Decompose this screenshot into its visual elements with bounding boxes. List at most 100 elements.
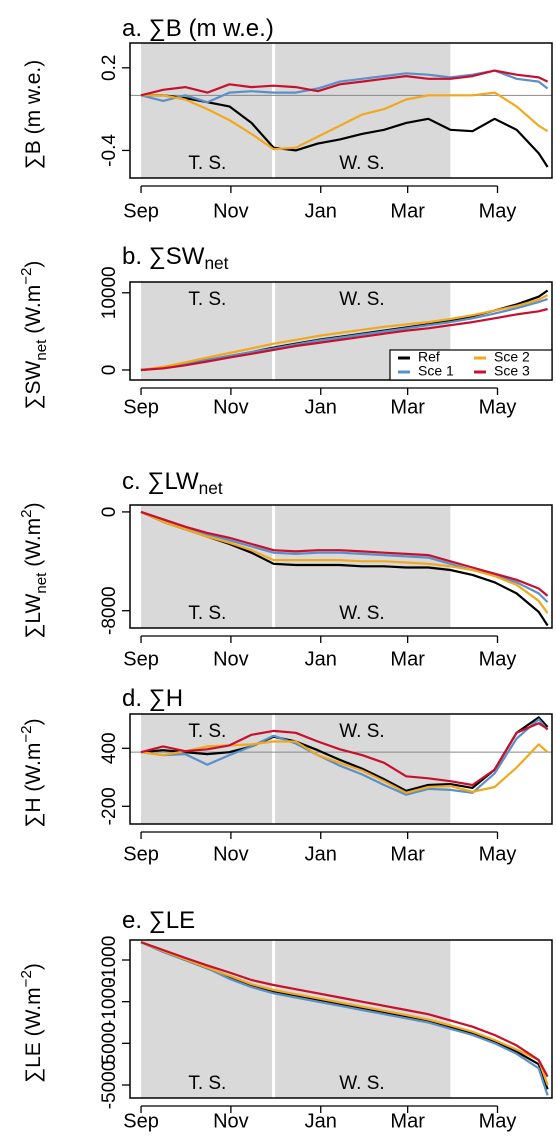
x-tick-label: Jan [305,648,337,670]
panel-title-part: net [199,478,223,498]
panel-title-part: d. ∑H [122,685,183,712]
x-tick-label: Sep [123,200,159,222]
legend-label: Sce 2 [494,349,530,365]
period-label: W. S. [339,603,384,624]
y-tick-label: -8000 [99,586,120,635]
x-tick-label: Jan [305,843,337,865]
x-tick-label: Sep [123,396,159,418]
y-axis-label-part: ) [22,502,45,509]
x-tick-label: May [479,396,517,418]
y-axis-label-part: ) [22,718,45,725]
x-tick-label: May [479,843,517,865]
y-tick-label: -1000 [99,977,120,1026]
legend-label: Sce 3 [494,363,530,379]
y-tick-label: -5000 [99,1061,120,1110]
panel-title: a. ∑B (m w.e.) [122,15,274,42]
y-axis-label-part: (W.m [22,987,45,1042]
y-axis-label-part: net [33,339,50,361]
period-shade [141,505,274,628]
x-tick-label: May [479,200,517,222]
series-line [140,297,548,372]
y-axis-label-part: −2 [18,970,35,987]
period-label: T. S. [188,1073,226,1094]
y-axis-label: ∑SWnet (W.m−2) [18,261,50,410]
x-tick-label: Jan [305,200,337,222]
panel-title-part: a. ∑B (m w.e.) [122,15,274,42]
series-line [140,510,549,597]
y-tick-label: -200 [99,787,120,825]
period-label: T. S. [188,721,226,742]
period-shade [141,714,274,824]
series-line [141,94,549,168]
y-axis-label-part: (W.m [22,743,45,798]
x-tick-label: May [479,648,517,670]
y-axis-label: ∑LWnet (W.m2) [18,502,50,638]
y-axis-label: ∑B (m w.e.) [22,60,45,169]
legend-label: Ref [418,349,440,365]
x-tick-label: Mar [390,648,425,670]
y-tick-label: 0.2 [99,55,120,81]
x-tick-label: Nov [213,1110,249,1132]
plot-frame [129,281,553,381]
series-line [140,941,549,1078]
x-tick-label: Mar [390,1110,425,1132]
panel-title: c. ∑LWnet [122,468,223,497]
plot-frame [129,713,553,825]
y-axis-label-part: (W.m [22,518,45,573]
y-axis-label-part: −2 [18,725,35,742]
period-label: T. S. [188,289,226,310]
period-label: T. S. [188,153,226,174]
y-axis-label-part: ∑LW [22,593,45,638]
y-tick-label: 10000 [99,266,120,319]
series-line [141,91,549,151]
y-axis-label-part: ∑B (m w.e.) [22,60,45,169]
x-tick-label: Mar [390,396,425,418]
y-tick-label: 400 [99,732,120,764]
period-label: W. S. [339,721,384,742]
period-shade [141,282,274,380]
panel-title-part: e. ∑LE [122,907,195,934]
y-tick-label: -0.4 [99,134,120,167]
x-tick-label: Jan [305,396,337,418]
panel-title-part: b. ∑SW [122,243,205,270]
y-axis-label-part: ∑H [22,797,45,827]
series-line [140,294,549,372]
period-label: W. S. [339,153,384,174]
y-axis-label-part: 2 [18,509,35,517]
x-tick-label: Mar [390,200,425,222]
x-tick-label: Nov [213,648,249,670]
period-label: T. S. [188,603,226,624]
plot-frame [129,42,553,179]
y-tick-label: 5000 [99,1022,120,1064]
x-tick-label: Nov [213,200,249,222]
y-axis-label: ∑LE (W.m−2) [18,963,45,1083]
x-tick-label: Nov [213,396,249,418]
y-tick-label: 0 [99,507,120,518]
panel-title-part: c. ∑LW [122,468,199,495]
period-shade [141,43,274,178]
x-tick-label: Nov [213,843,249,865]
x-tick-label: Sep [123,843,159,865]
y-axis-label: ∑H (W.m−2) [18,718,45,827]
x-tick-label: May [479,1110,517,1132]
plot-frame [129,939,553,1099]
y-tick-label: 0 [99,365,120,376]
panel-title: e. ∑LE [122,907,195,934]
legend-box [389,349,553,381]
y-tick-label: -1000 [99,936,120,985]
y-axis-label-part: ) [22,261,45,268]
x-tick-label: Sep [123,648,159,670]
plot-frame [129,504,553,629]
x-tick-label: Jan [305,1110,337,1132]
y-axis-label-part: −2 [18,268,35,285]
panel-title: d. ∑H [122,685,183,712]
series-line [140,941,549,1086]
y-axis-label-part: ∑LE [22,1042,45,1083]
series-line [140,718,549,796]
series-line [140,69,549,97]
series-line [140,307,548,372]
y-axis-label-part: ) [22,963,45,970]
y-axis-label-part: net [33,572,50,594]
